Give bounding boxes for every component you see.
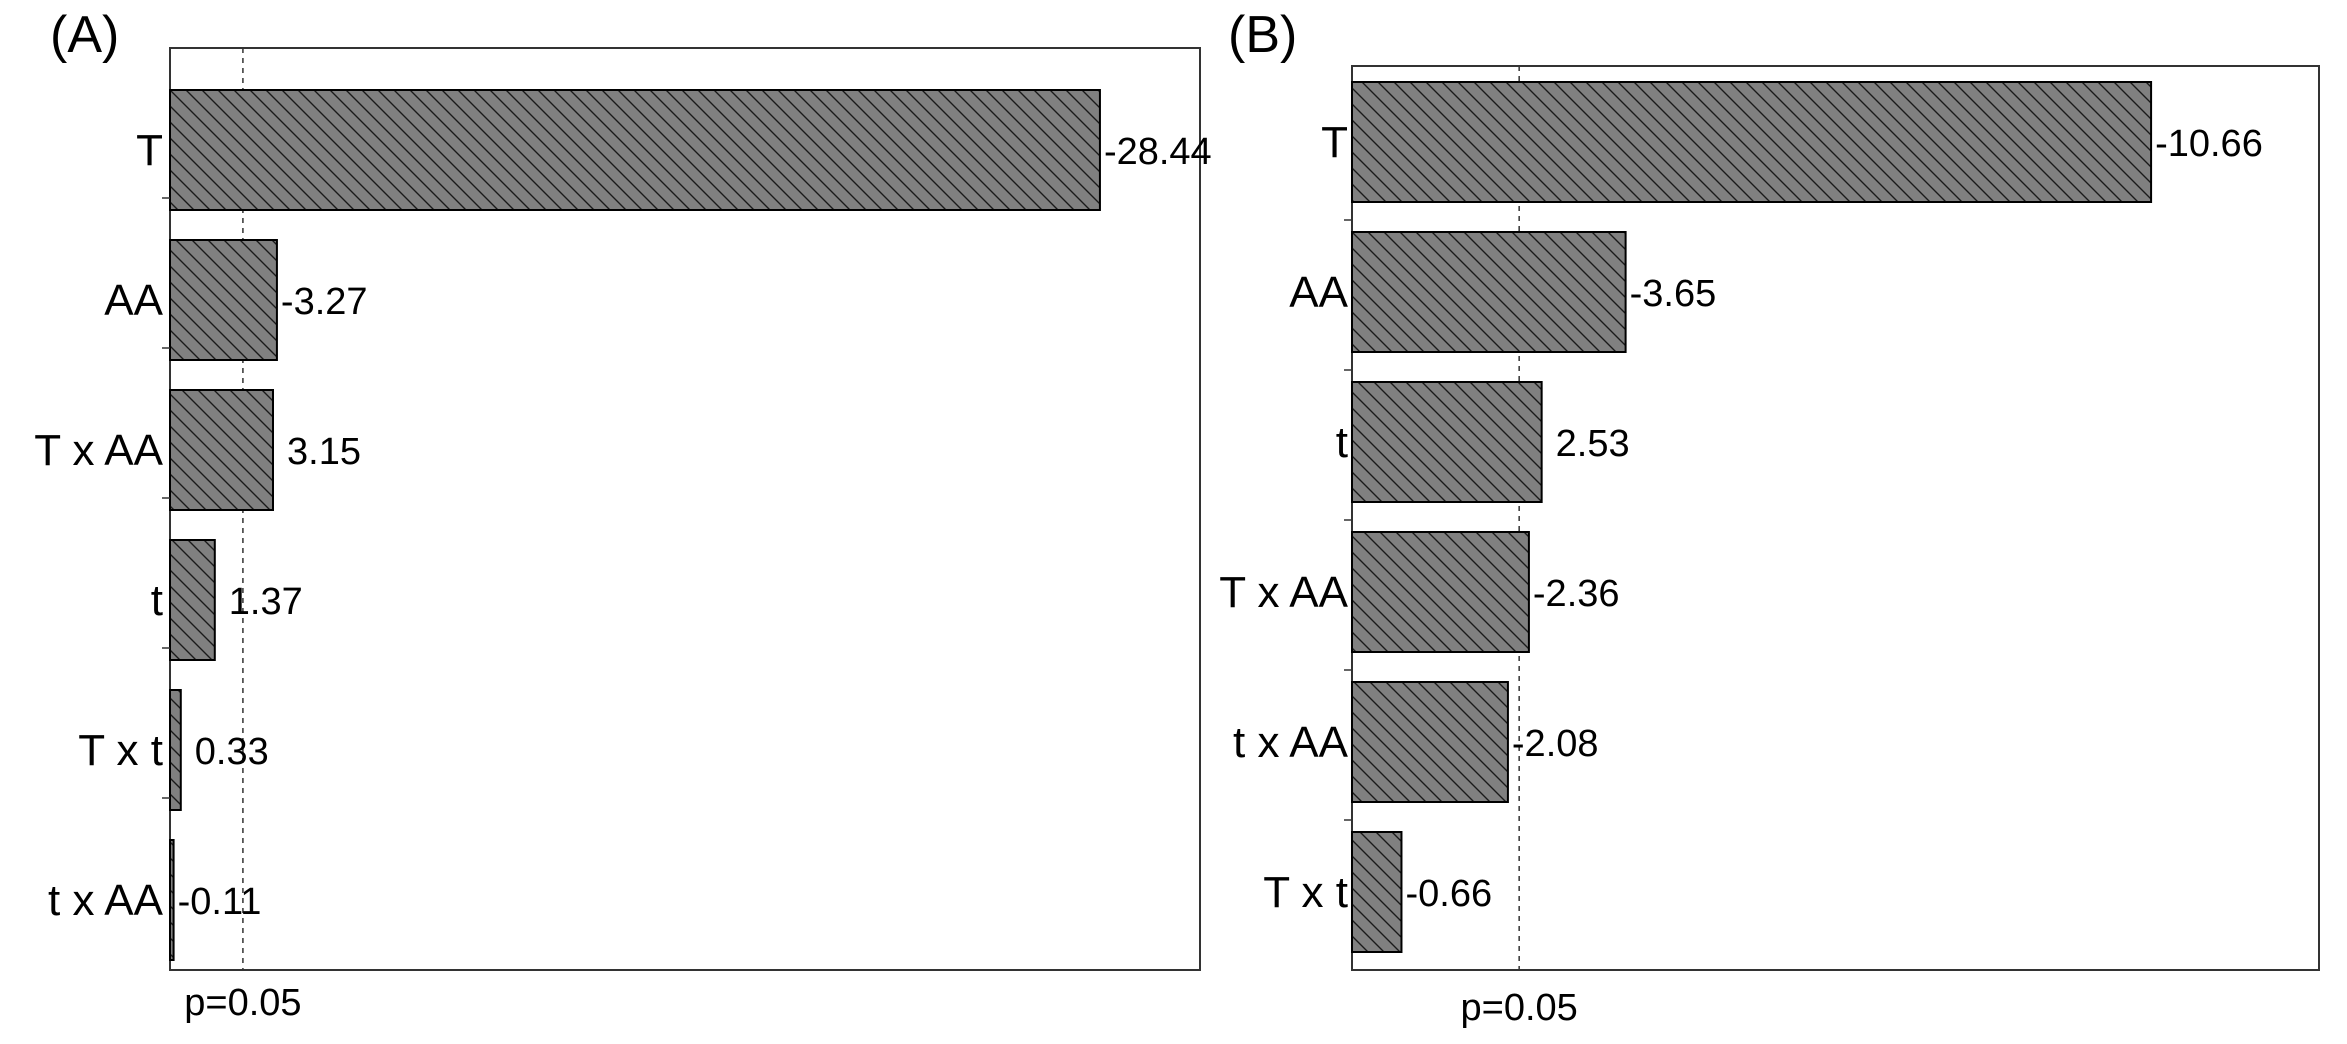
value-label: 1.37	[229, 581, 303, 623]
category-label: T x t	[78, 726, 163, 775]
value-label: 0.33	[195, 731, 269, 773]
value-label: -3.27	[281, 281, 368, 323]
value-label: -3.65	[1630, 273, 1717, 315]
bar	[169, 689, 182, 811]
bar	[169, 389, 274, 511]
bar	[1351, 381, 1543, 503]
category-label: t	[1336, 418, 1348, 467]
bar	[169, 239, 278, 361]
category-label: AA	[1289, 268, 1348, 317]
value-label: 3.15	[287, 431, 361, 473]
category-label: T x AA	[34, 426, 163, 475]
value-label: -10.66	[2155, 123, 2263, 165]
reference-label: p=0.05	[184, 982, 301, 1024]
bar	[169, 89, 1101, 211]
bar	[1351, 81, 2153, 203]
panel-label: (B)	[1228, 6, 1297, 64]
category-label: T	[136, 126, 163, 175]
reference-label: p=0.05	[1461, 987, 1578, 1029]
category-label: t x AA	[1233, 718, 1349, 767]
chart-panel-a: (A) p=0.05 T -28.44 AA -3.27 T x AA 3.15 t 1.37 T …	[34, 6, 1212, 1024]
value-label: -0.11	[178, 881, 262, 923]
value-label: -28.44	[1104, 131, 1212, 173]
value-label: -0.66	[1405, 873, 1492, 915]
panel-label: (A)	[50, 6, 119, 64]
category-label: AA	[104, 276, 163, 325]
category-label: T x AA	[1219, 568, 1348, 617]
category-label: T	[1321, 118, 1348, 167]
value-label: -2.08	[1512, 723, 1599, 765]
chart-panel-b: (B) p=0.05 T -10.66 AA -3.65 t 2.53 T x AA -2.36 t…	[1219, 6, 2320, 1029]
bar	[1351, 681, 1509, 803]
category-label: t	[151, 576, 163, 625]
plot-frame	[1351, 65, 2320, 971]
bar	[1351, 231, 1627, 353]
bar	[169, 839, 175, 961]
value-label: 2.53	[1556, 423, 1630, 465]
category-label: t x AA	[48, 876, 164, 925]
bar	[1351, 831, 1403, 953]
bar	[1351, 531, 1530, 653]
bar	[169, 539, 216, 661]
category-label: T x t	[1263, 868, 1348, 917]
value-label: -2.36	[1533, 573, 1620, 615]
